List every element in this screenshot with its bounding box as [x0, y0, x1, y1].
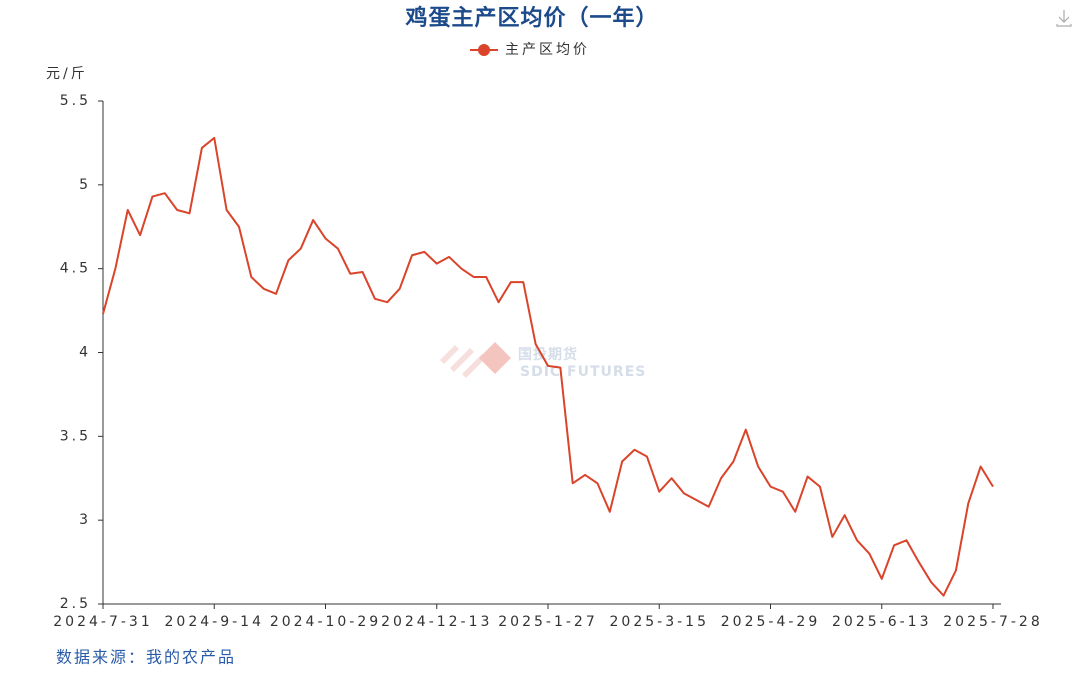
x-tick-label: 2024-12-13: [381, 614, 492, 630]
x-tick-label: 2024-9-14: [165, 614, 264, 630]
y-tick-label: 5: [79, 177, 91, 193]
y-tick-label: 4.5: [60, 261, 91, 277]
y-axis-label: 元/斤: [46, 66, 88, 82]
y-tick-label: 5.5: [60, 93, 91, 109]
watermark: 国投期货: [518, 346, 578, 363]
y-tick-label: 2.5: [60, 596, 91, 612]
watermark-sub: SDIC FUTURES: [520, 364, 646, 380]
x-tick-label: 2024-10-29: [270, 614, 381, 630]
x-tick-label: 2025-1-27: [498, 614, 597, 630]
x-tick-label: 2025-3-15: [610, 614, 709, 630]
y-tick-label: 4: [79, 345, 91, 361]
x-tick-label: 2025-4-29: [721, 614, 820, 630]
chart-title: 鸡蛋主产区均价（一年）: [404, 5, 658, 31]
source: 数据来源：我的农产品: [56, 648, 236, 667]
y-tick-label: 3.5: [60, 428, 91, 444]
legend-dot: [478, 44, 490, 56]
line: [102, 136, 994, 597]
legend-label: 主产区均价: [505, 42, 590, 58]
x-tick-label: 2024-7-31: [53, 614, 152, 630]
x-tick-label: 2025-6-13: [832, 614, 931, 630]
x-tick-label: 2025-7-28: [943, 614, 1042, 630]
y-tick-label: 3: [79, 512, 91, 528]
download-icon[interactable]: [1056, 10, 1072, 27]
watermark-logo: 国投期货 SDIC FUTURES: [440, 342, 646, 380]
